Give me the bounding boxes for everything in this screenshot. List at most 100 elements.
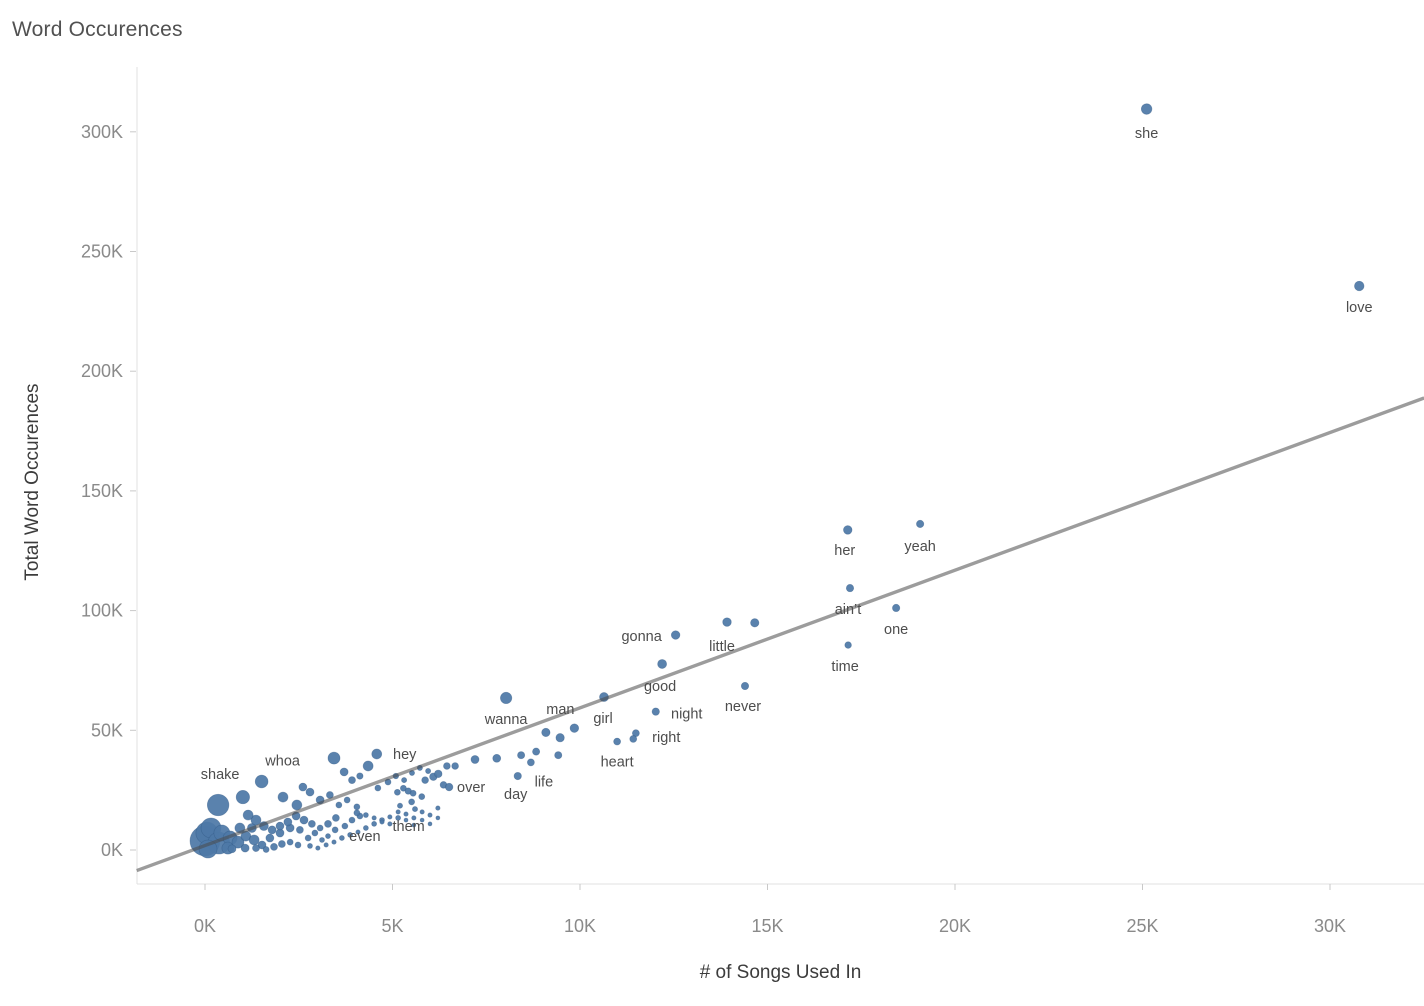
- data-point[interactable]: [265, 833, 275, 843]
- data-point[interactable]: [379, 819, 385, 825]
- data-point[interactable]: [267, 825, 277, 835]
- data-point[interactable]: [371, 821, 377, 827]
- data-point[interactable]: [409, 789, 417, 797]
- data-point[interactable]: [750, 618, 760, 628]
- data-point-wanna[interactable]: [500, 691, 513, 705]
- data-point[interactable]: [470, 755, 480, 764]
- data-point-good[interactable]: [657, 659, 667, 669]
- data-point-right[interactable]: [629, 735, 638, 743]
- data-point[interactable]: [305, 787, 315, 797]
- data-point[interactable]: [419, 809, 425, 815]
- data-point[interactable]: [231, 835, 245, 849]
- data-point[interactable]: [324, 820, 332, 828]
- data-point-aint[interactable]: [845, 584, 855, 593]
- data-point[interactable]: [308, 820, 316, 828]
- data-point[interactable]: [425, 768, 432, 774]
- data-point[interactable]: [347, 832, 353, 838]
- data-point-love[interactable]: [1354, 280, 1365, 292]
- data-point-never[interactable]: [740, 681, 750, 691]
- data-point[interactable]: [332, 814, 340, 822]
- data-point-heart[interactable]: [613, 737, 621, 746]
- data-point-shake[interactable]: [206, 793, 230, 817]
- data-point-her[interactable]: [843, 525, 853, 535]
- data-point[interactable]: [411, 815, 417, 821]
- data-point-one[interactable]: [892, 603, 901, 613]
- data-point[interactable]: [227, 844, 237, 854]
- data-point[interactable]: [252, 844, 260, 852]
- data-point[interactable]: [319, 837, 325, 843]
- data-point[interactable]: [435, 815, 441, 821]
- data-point[interactable]: [304, 834, 312, 842]
- data-point[interactable]: [278, 840, 286, 848]
- data-point[interactable]: [443, 762, 451, 770]
- data-point-night[interactable]: [651, 707, 660, 716]
- data-point[interactable]: [307, 843, 313, 849]
- data-point[interactable]: [374, 784, 382, 792]
- data-point[interactable]: [403, 811, 409, 817]
- data-point[interactable]: [275, 821, 285, 831]
- data-point[interactable]: [311, 829, 319, 837]
- data-point-gonna[interactable]: [670, 630, 681, 640]
- data-point[interactable]: [262, 846, 270, 853]
- data-point[interactable]: [316, 824, 324, 832]
- data-point-whoa[interactable]: [254, 774, 269, 789]
- data-point[interactable]: [291, 799, 303, 811]
- data-point[interactable]: [541, 727, 551, 738]
- data-point-yeah[interactable]: [916, 519, 925, 528]
- data-point[interactable]: [355, 829, 361, 835]
- data-point[interactable]: [277, 791, 289, 803]
- data-point[interactable]: [296, 826, 304, 834]
- data-point-them[interactable]: [408, 798, 415, 806]
- data-point[interactable]: [411, 822, 417, 828]
- data-point[interactable]: [335, 801, 343, 809]
- data-point[interactable]: [554, 751, 563, 760]
- data-point-day[interactable]: [513, 771, 522, 781]
- data-point[interactable]: [532, 747, 541, 756]
- data-point[interactable]: [400, 784, 407, 792]
- data-point-life[interactable]: [527, 758, 535, 767]
- data-point[interactable]: [363, 825, 369, 831]
- data-point[interactable]: [451, 762, 459, 770]
- data-point[interactable]: [240, 843, 250, 853]
- data-point[interactable]: [371, 815, 377, 821]
- data-point[interactable]: [419, 817, 425, 823]
- data-point[interactable]: [286, 838, 294, 846]
- data-point[interactable]: [394, 788, 401, 796]
- data-point-even[interactable]: [353, 809, 361, 817]
- data-point[interactable]: [235, 790, 250, 805]
- data-point[interactable]: [418, 793, 426, 800]
- data-point[interactable]: [270, 843, 278, 851]
- data-point[interactable]: [427, 821, 433, 827]
- data-point[interactable]: [331, 839, 337, 845]
- data-point[interactable]: [299, 815, 309, 825]
- data-point-man[interactable]: [569, 723, 580, 733]
- data-point-little[interactable]: [722, 617, 732, 627]
- data-point[interactable]: [248, 834, 260, 846]
- data-point[interactable]: [325, 833, 331, 839]
- data-point-time[interactable]: [844, 641, 852, 649]
- data-point[interactable]: [395, 815, 401, 821]
- data-point[interactable]: [412, 806, 418, 813]
- data-point[interactable]: [492, 753, 502, 763]
- data-point[interactable]: [362, 760, 374, 772]
- data-point[interactable]: [517, 751, 526, 760]
- data-point-over[interactable]: [444, 782, 454, 792]
- data-point[interactable]: [315, 845, 321, 851]
- data-point[interactable]: [331, 826, 339, 834]
- data-point[interactable]: [403, 817, 409, 823]
- data-point[interactable]: [435, 805, 441, 811]
- data-point[interactable]: [339, 767, 349, 777]
- data-point[interactable]: [343, 796, 351, 804]
- data-point[interactable]: [387, 821, 393, 827]
- data-point[interactable]: [283, 817, 293, 827]
- data-point-she[interactable]: [1140, 103, 1153, 115]
- data-point[interactable]: [356, 772, 364, 780]
- data-point[interactable]: [387, 814, 393, 820]
- data-point[interactable]: [353, 803, 361, 811]
- data-point-hey[interactable]: [371, 748, 383, 760]
- data-point[interactable]: [421, 776, 429, 784]
- data-point[interactable]: [257, 840, 267, 850]
- data-point[interactable]: [323, 842, 329, 848]
- data-point[interactable]: [327, 751, 341, 765]
- data-point[interactable]: [434, 769, 443, 779]
